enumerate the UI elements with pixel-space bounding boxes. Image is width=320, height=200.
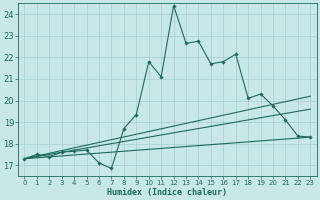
X-axis label: Humidex (Indice chaleur): Humidex (Indice chaleur) <box>108 188 228 197</box>
